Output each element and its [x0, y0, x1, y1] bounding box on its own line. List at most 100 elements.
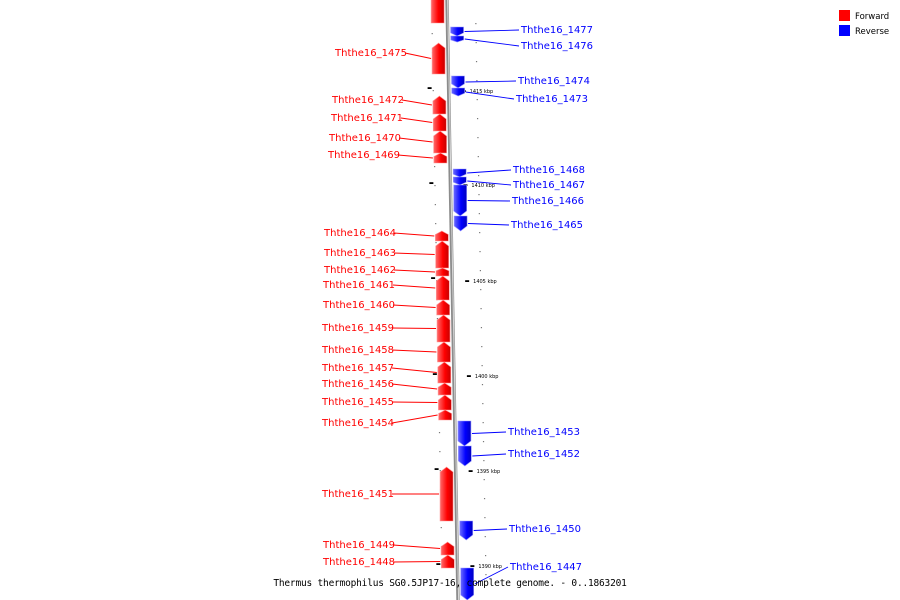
gene-label[interactable]: Ththe16_1459: [321, 323, 394, 334]
minor-tick: [481, 365, 483, 367]
genome-backbone: [445, 0, 460, 600]
minor-tick: [479, 251, 481, 253]
minor-tick: [480, 289, 482, 291]
minor-tick: [434, 468, 439, 470]
gene-leader-line: [472, 453, 507, 457]
gene-leader-line: [397, 154, 433, 159]
forward-gene-arrow[interactable]: [435, 275, 450, 301]
forward-gene-arrow[interactable]: [437, 341, 451, 363]
forward-gene-arrow[interactable]: [430, 0, 445, 24]
forward-gene-arrow[interactable]: [432, 113, 447, 132]
minor-tick: [477, 156, 479, 158]
scale-tick: [466, 375, 471, 377]
forward-gene-arrow[interactable]: [439, 466, 454, 522]
gene-label[interactable]: Ththe16_1454: [321, 418, 394, 429]
gene-label[interactable]: Ththe16_1447: [509, 562, 582, 573]
minor-tick: [484, 517, 486, 519]
forward-gene-arrow[interactable]: [432, 95, 447, 115]
minor-tick: [483, 460, 485, 462]
reverse-gene-arrow[interactable]: [452, 168, 467, 178]
reverse-gene-arrow[interactable]: [450, 26, 464, 37]
gene-leader-line: [474, 566, 509, 585]
forward-gene-arrow[interactable]: [438, 409, 452, 421]
gene-label[interactable]: Ththe16_1472: [331, 95, 404, 106]
minor-tick: [436, 318, 439, 320]
gene-label[interactable]: Ththe16_1466: [511, 196, 584, 207]
minor-tick: [480, 327, 483, 329]
minor-tick: [435, 223, 437, 225]
forward-gene-arrow[interactable]: [431, 42, 446, 75]
gene-leader-line: [392, 304, 436, 308]
gene-label[interactable]: Ththe16_1449: [322, 540, 395, 551]
gene-leader-line: [392, 544, 441, 549]
gene-label[interactable]: Ththe16_1462: [323, 265, 396, 276]
gene-label[interactable]: Ththe16_1471: [330, 113, 403, 124]
gene-label[interactable]: Ththe16_1477: [520, 25, 593, 36]
reverse-gene-arrow[interactable]: [458, 445, 472, 467]
gene-label[interactable]: Ththe16_1473: [515, 94, 588, 105]
minor-tick: [438, 432, 441, 434]
forward-gene-arrow[interactable]: [440, 541, 455, 556]
reverse-gene-arrow[interactable]: [453, 184, 467, 217]
gene-leader-line: [401, 99, 432, 106]
gene-label[interactable]: Ththe16_1451: [321, 489, 394, 500]
gene-label[interactable]: Ththe16_1458: [321, 345, 394, 356]
minor-tick: [484, 536, 486, 538]
forward-gene-arrow[interactable]: [433, 130, 447, 154]
forward-gene-arrow[interactable]: [436, 299, 450, 316]
gene-label[interactable]: Ththe16_1467: [512, 180, 585, 191]
gene-label[interactable]: Ththe16_1453: [507, 427, 580, 438]
gene-label[interactable]: Ththe16_1476: [520, 41, 593, 52]
scale-tick-label: 1390 kbp: [478, 564, 502, 570]
minor-tick: [481, 346, 483, 348]
forward-gene-arrow[interactable]: [438, 394, 452, 411]
gene-label[interactable]: Ththe16_1448: [322, 557, 395, 568]
reverse-gene-arrow[interactable]: [451, 75, 465, 89]
gene-label[interactable]: Ththe16_1465: [510, 220, 583, 231]
gene-label[interactable]: Ththe16_1464: [323, 228, 396, 239]
gene-label[interactable]: Ththe16_1452: [507, 449, 580, 460]
gene-label[interactable]: Ththe16_1474: [517, 76, 590, 87]
minor-tick: [475, 23, 477, 25]
gene-leader-line: [400, 117, 433, 123]
gene-leader-line: [465, 80, 517, 83]
reverse-gene-arrow[interactable]: [450, 35, 465, 43]
gene-leader-line: [467, 169, 512, 174]
reverse-gene-arrow[interactable]: [460, 567, 475, 600]
forward-gene-arrow[interactable]: [440, 554, 455, 569]
reverse-gene-arrow[interactable]: [459, 520, 474, 541]
forward-gene-arrow[interactable]: [433, 152, 448, 164]
gene-leader-line: [391, 383, 438, 390]
gene-leader-line: [464, 29, 520, 32]
gene-label[interactable]: Ththe16_1455: [321, 397, 394, 408]
gene-leader-line: [465, 91, 515, 100]
minor-tick: [476, 80, 478, 82]
minor-tick: [483, 498, 486, 500]
gene-label[interactable]: Ththe16_1461: [322, 280, 395, 291]
reverse-gene-arrow[interactable]: [457, 420, 472, 447]
gene-label[interactable]: Ththe16_1468: [512, 165, 585, 176]
gene-label[interactable]: Ththe16_1457: [321, 363, 394, 374]
gene-label[interactable]: Ththe16_1470: [328, 133, 401, 144]
minor-tick: [482, 403, 484, 405]
reverse-gene-arrow[interactable]: [451, 87, 465, 97]
gene-label[interactable]: Ththe16_1463: [323, 248, 396, 259]
forward-gene-arrow[interactable]: [437, 361, 452, 384]
scale-tick-label: 1400 kbp: [475, 374, 499, 380]
forward-gene-arrow[interactable]: [435, 230, 449, 242]
legend-reverse-swatch: [839, 25, 850, 36]
minor-tick: [476, 118, 479, 120]
forward-gene-arrow[interactable]: [435, 240, 449, 269]
reverse-gene-arrow[interactable]: [453, 176, 467, 186]
gene-leader-line: [391, 414, 438, 424]
forward-gene-arrow[interactable]: [437, 382, 452, 396]
gene-label[interactable]: Ththe16_1456: [321, 379, 394, 390]
gene-label[interactable]: Ththe16_1469: [327, 150, 400, 161]
gene-label[interactable]: Ththe16_1460: [322, 300, 395, 311]
forward-gene-arrow[interactable]: [436, 314, 451, 343]
reverse-gene-arrow[interactable]: [453, 215, 468, 232]
forward-gene-arrow[interactable]: [435, 267, 450, 277]
scale-tick-label: 1395 kbp: [477, 469, 501, 475]
gene-label[interactable]: Ththe16_1450: [508, 524, 581, 535]
gene-label[interactable]: Ththe16_1475: [334, 48, 407, 59]
